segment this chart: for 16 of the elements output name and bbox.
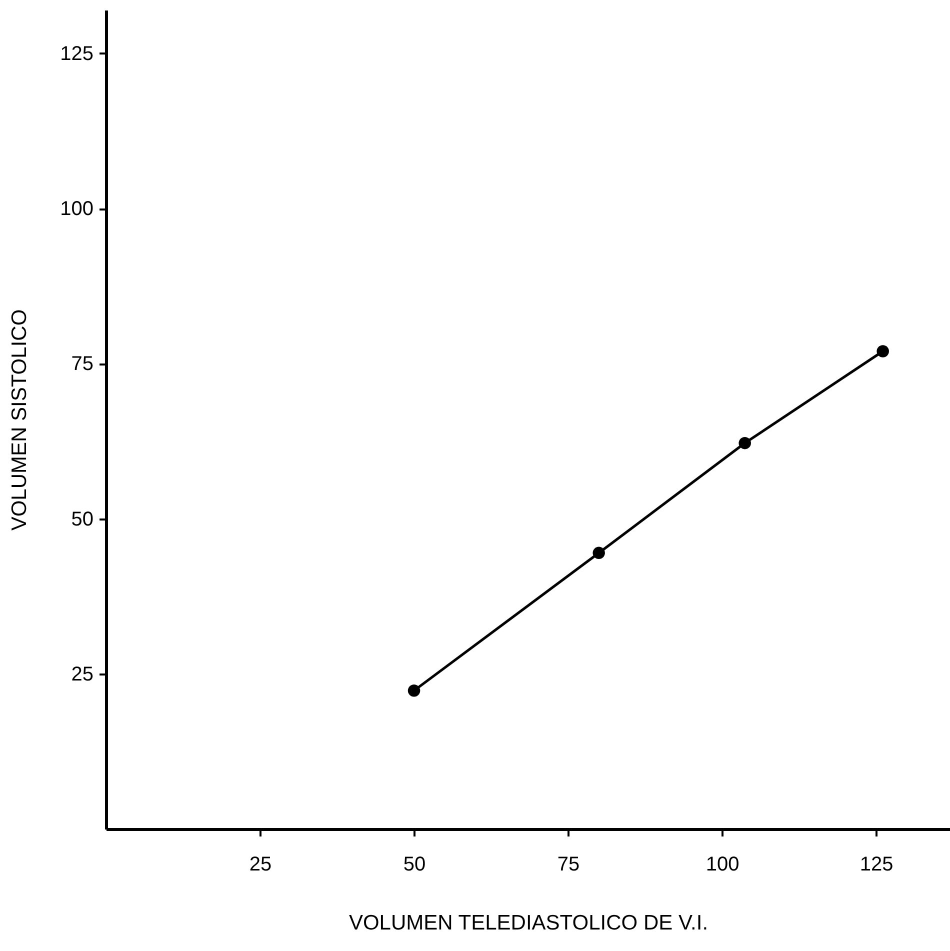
y-tick-label: 125: [60, 42, 94, 65]
y-tick-label: 50: [71, 508, 94, 530]
x-tick-label: 50: [403, 854, 426, 876]
point: [876, 345, 889, 358]
x-tick-label: 75: [557, 854, 580, 876]
x-tick-label: 125: [860, 854, 894, 876]
point: [738, 436, 751, 450]
x-axis-title: VOLUMEN TELEDIASTOLICO DE V.I.: [348, 912, 708, 934]
point: [408, 684, 420, 697]
y-axis-title: VOLUMEN SISTOLICO: [8, 309, 32, 531]
x-tick-label: 100: [706, 854, 740, 876]
y-tick-label: 100: [60, 198, 94, 220]
point: [592, 546, 605, 560]
y-tick-label: 75: [71, 353, 94, 376]
y-tick-label: 25: [71, 663, 94, 686]
x-tick-label: 25: [249, 854, 272, 876]
